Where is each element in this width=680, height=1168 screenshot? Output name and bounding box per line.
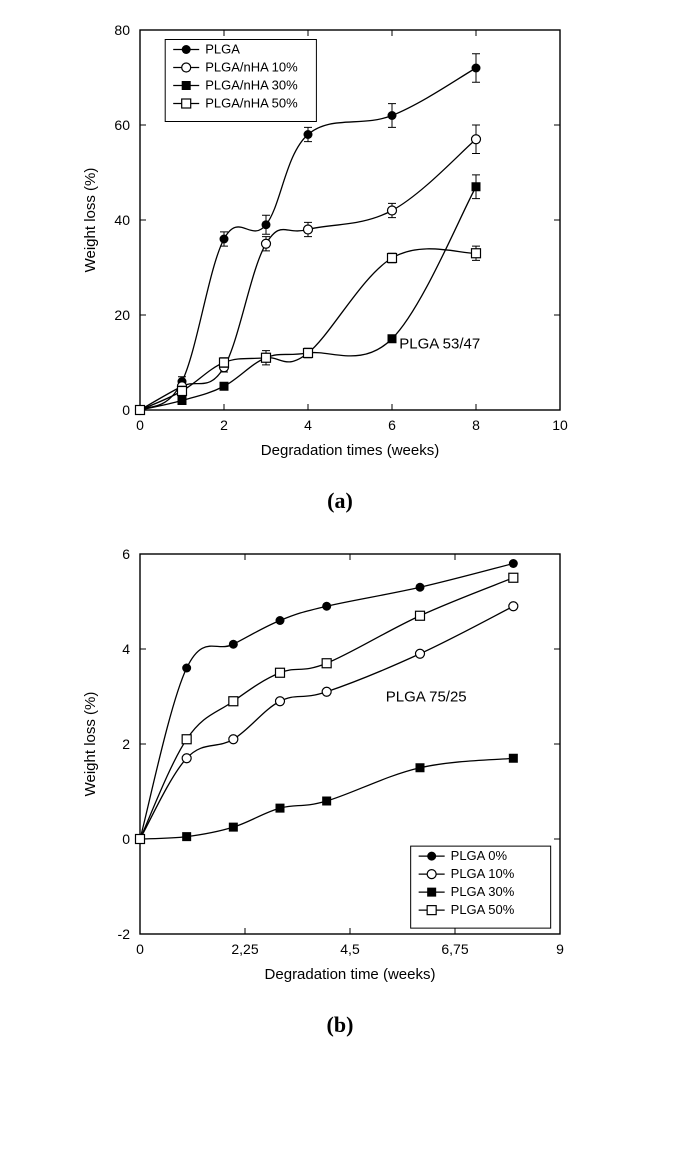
- svg-text:PLGA 53/47: PLGA 53/47: [399, 335, 480, 352]
- svg-text:60: 60: [114, 117, 130, 133]
- caption-b: (b): [20, 1012, 660, 1038]
- svg-text:0: 0: [122, 402, 130, 418]
- svg-text:Degradation time (weeks): Degradation time (weeks): [265, 966, 436, 983]
- svg-text:0: 0: [136, 941, 144, 957]
- svg-text:PLGA 30%: PLGA 30%: [451, 884, 515, 899]
- svg-text:20: 20: [114, 307, 130, 323]
- svg-text:Degradation times (weeks): Degradation times (weeks): [261, 442, 439, 459]
- svg-text:-2: -2: [118, 926, 131, 942]
- svg-text:4: 4: [122, 641, 130, 657]
- svg-text:6,75: 6,75: [441, 941, 468, 957]
- svg-text:PLGA 10%: PLGA 10%: [451, 866, 515, 881]
- svg-text:4: 4: [304, 417, 312, 433]
- svg-text:40: 40: [114, 212, 130, 228]
- svg-text:PLGA 50%: PLGA 50%: [451, 902, 515, 917]
- svg-text:10: 10: [552, 417, 568, 433]
- svg-text:PLGA: PLGA: [205, 42, 240, 57]
- svg-text:PLGA 75/25: PLGA 75/25: [386, 688, 467, 705]
- svg-text:4,5: 4,5: [340, 941, 360, 957]
- svg-text:PLGA/nHA 10%: PLGA/nHA 10%: [205, 60, 298, 75]
- svg-text:PLGA/nHA 30%: PLGA/nHA 30%: [205, 78, 298, 93]
- svg-text:0: 0: [122, 831, 130, 847]
- caption-a: (a): [20, 488, 660, 514]
- svg-text:2,25: 2,25: [231, 941, 258, 957]
- svg-text:6: 6: [388, 417, 396, 433]
- chart-b-svg: 0 2,25 4,5 6,75 9 -2 0 2 4 6 Degradation time (wee…: [70, 544, 590, 1004]
- svg-text:PLGA 0%: PLGA 0%: [451, 848, 508, 863]
- svg-text:Weight loss (%): Weight loss (%): [82, 168, 99, 273]
- svg-text:9: 9: [556, 941, 564, 957]
- svg-text:2: 2: [122, 736, 130, 752]
- svg-text:6: 6: [122, 546, 130, 562]
- svg-text:Weight loss (%): Weight loss (%): [82, 692, 99, 797]
- chart-a-svg: 0 2 4 6 8 10 0 20 40 60 80 Degradation times (weeks…: [70, 20, 590, 480]
- svg-text:PLGA/nHA 50%: PLGA/nHA 50%: [205, 96, 298, 111]
- svg-text:0: 0: [136, 417, 144, 433]
- figure-a: 0 2 4 6 8 10 0 20 40 60 80 Degradation times (weeks…: [20, 20, 660, 514]
- svg-text:80: 80: [114, 22, 130, 38]
- svg-text:8: 8: [472, 417, 480, 433]
- figure-b: 0 2,25 4,5 6,75 9 -2 0 2 4 6 Degradation time (wee…: [20, 544, 660, 1038]
- svg-text:2: 2: [220, 417, 228, 433]
